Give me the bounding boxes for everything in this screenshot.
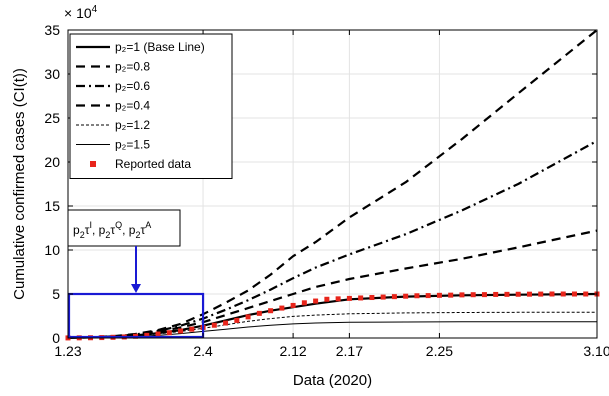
reported-data-point xyxy=(324,297,329,302)
legend-label-3: p₂=0.4 xyxy=(115,99,150,113)
reported-data-point xyxy=(516,292,521,297)
reported-data-point xyxy=(223,321,228,326)
annotation: p2τI, p2τQ, p2τA xyxy=(68,210,203,337)
reported-data-point xyxy=(583,292,588,297)
reported-data-point xyxy=(527,292,532,297)
reported-data-point xyxy=(392,294,397,299)
reported-data-point xyxy=(246,314,251,319)
x-tick-label: 2.12 xyxy=(279,343,306,359)
y-tick-label: 30 xyxy=(44,66,60,82)
reported-data-point xyxy=(538,292,543,297)
reported-data-point xyxy=(189,327,194,332)
reported-data-point xyxy=(437,293,442,298)
reported-data-point xyxy=(482,292,487,297)
reported-data-point xyxy=(302,300,307,305)
y-tick-label: 15 xyxy=(44,198,60,214)
reported-data-point xyxy=(156,332,161,337)
reported-data-point xyxy=(358,295,363,300)
reported-data-point xyxy=(336,296,341,301)
legend-label-5: p₂=1.5 xyxy=(115,138,150,152)
legend-label-4: p₂=1.2 xyxy=(115,118,150,132)
y-tick-label: 10 xyxy=(44,242,60,258)
y-tick-label: 5 xyxy=(52,286,60,302)
reported-data-point xyxy=(369,295,374,300)
y-tick-label: 20 xyxy=(44,154,60,170)
y-exponent-power: 4 xyxy=(92,4,98,15)
reported-data-point xyxy=(212,323,217,328)
legend-label-2: p₂=0.6 xyxy=(115,79,150,93)
reported-data-point xyxy=(178,328,183,333)
legend-label-0: p₂=1 (Base Line) xyxy=(115,40,205,54)
legend-swatch-6 xyxy=(90,161,96,167)
reported-data-point xyxy=(268,308,273,313)
reported-data-point xyxy=(572,292,577,297)
x-tick-label: 2.4 xyxy=(193,343,213,359)
reported-data-point xyxy=(257,311,262,316)
x-tick-label: 2.17 xyxy=(336,343,363,359)
x-axis-title: Data (2020) xyxy=(293,372,372,389)
reported-data-point xyxy=(313,299,318,304)
reported-data-point xyxy=(381,295,386,300)
reported-data-point xyxy=(493,292,498,297)
y-tick-label: 25 xyxy=(44,110,60,126)
reported-data-point xyxy=(234,318,239,323)
reported-data-point xyxy=(426,293,431,298)
reported-data-point xyxy=(403,294,408,299)
reported-data-point xyxy=(504,292,509,297)
x-tick-label: 3.10 xyxy=(583,343,609,359)
legend: p₂=1 (Base Line) p₂=0.8 p₂=0.6 p₂=0.4 p₂=1.2… xyxy=(70,34,232,179)
x-tick-label: 2.25 xyxy=(426,343,453,359)
reported-data-point xyxy=(561,292,566,297)
reported-data-point xyxy=(291,303,296,308)
y-exponent-base: × 10 xyxy=(64,5,92,21)
reported-data-point xyxy=(459,292,464,297)
reported-data-point xyxy=(549,292,554,297)
annotation-arrow-head xyxy=(131,284,141,293)
reported-data-point xyxy=(347,296,352,301)
y-axis-exponent: × 104 xyxy=(64,4,98,21)
reported-data-point xyxy=(471,292,476,297)
reported-data-point xyxy=(279,306,284,311)
y-tick-label: 0 xyxy=(52,330,60,346)
reported-data-point xyxy=(448,293,453,298)
y-axis-title: Cumulative confirmed cases (CI(t)) xyxy=(11,68,28,300)
reported-data-point xyxy=(414,293,419,298)
legend-label-1: p₂=0.8 xyxy=(115,60,150,74)
legend-label-6: Reported data xyxy=(115,157,191,171)
reported-data-point xyxy=(167,330,172,335)
y-tick-label: 35 xyxy=(44,22,60,38)
